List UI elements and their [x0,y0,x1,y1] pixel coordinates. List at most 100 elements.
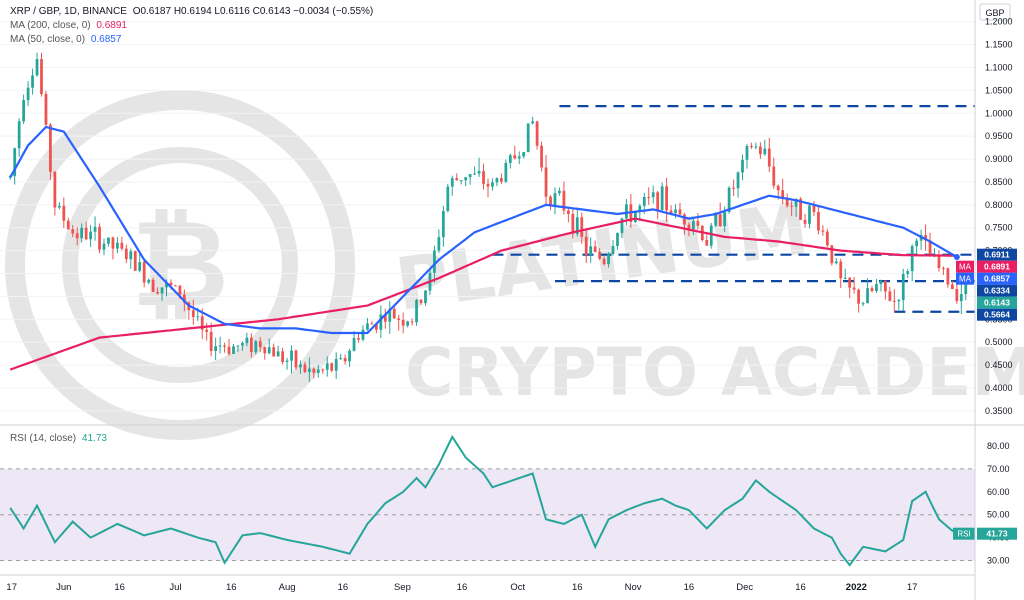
candle-body-120 [544,167,548,197]
candle-body-165 [745,145,749,160]
candle-body-1 [13,148,17,177]
candle-body-103 [468,174,472,178]
candle-body-177 [799,198,802,220]
candle-body-27 [129,251,133,260]
candle-body-45 [209,331,213,352]
ma50-legend-value: 0.6857 [90,34,122,45]
candle-body-131 [593,246,597,252]
candle-body-73 [334,359,338,371]
time-tick-14: 16 [795,582,806,593]
candle-body-122 [553,193,557,207]
candle-body-43 [200,316,204,330]
candle-body-187 [843,277,847,279]
price-tick-17: 0.3500 [985,406,1013,416]
candle-body-55 [254,341,258,353]
currency-badge [979,3,1011,21]
candle-body-197 [888,291,892,301]
price-axis[interactable]: GBP 1.2000 1.1500 1.1000 1.0500 1.0000 0.9500… [956,3,1017,416]
candle-body-184 [830,245,834,264]
candle-body-113 [513,155,517,159]
candle-body-149 [674,209,677,214]
candlesticks [8,52,968,382]
candle-body-59 [272,347,276,357]
ma200-line [9,217,957,371]
price-tick-2: 1.1000 [985,63,1013,73]
candle-body-97 [441,210,445,238]
time-tick-8: 16 [457,582,468,593]
rsi-value-bg [977,527,1017,540]
ma50-legend-label: MA (50, close, 0) [10,34,86,45]
candle-body-91 [415,299,418,323]
candle-body-161 [727,187,731,213]
candle-body-211 [950,284,954,290]
candle-body-141 [638,205,642,212]
candle-body-13 [66,220,70,230]
candle-body-144 [651,192,655,198]
candle-body-170 [767,148,771,167]
candle-body-190 [857,289,860,304]
ma50-legend[interactable]: MA (50, close, 0) 0.6857 [10,34,121,45]
candle-body-98 [446,186,450,211]
price-tick-4: 1.0000 [985,108,1013,118]
candle-body-100 [455,178,459,181]
candle-body-158 [714,214,718,226]
rsi-chip [953,527,975,540]
candle-body-135 [611,245,615,255]
candle-body-147 [665,186,668,211]
candle-body-194 [875,284,878,292]
price-tick-14: 0.5000 [985,337,1013,347]
symbol-legend[interactable]: XRP / GBP, 1D, BINANCE O0.6187 H0.6194 L… [10,6,373,17]
candle-body-35 [165,282,168,288]
candle-body-60 [276,351,280,357]
time-tick-11: Nov [625,582,642,593]
candle-body-23 [111,237,115,249]
price-tick-8: 0.8000 [985,200,1013,210]
candle-body-95 [433,250,436,273]
price-tick-6: 0.9000 [985,154,1013,164]
price-tick-1: 1.1500 [985,40,1013,50]
price-tick-5: 0.9500 [985,131,1013,141]
candle-body-61 [281,351,284,363]
ma200-legend-value: 0.6891 [96,20,127,31]
rsi-legend-value: 41.73 [81,433,107,444]
candle-body-88 [401,319,405,326]
candle-body-67 [308,368,311,373]
candle-body-9 [49,124,52,172]
candle-body-79 [361,329,365,340]
time-tick-1: Jun [56,582,71,593]
candle-body-133 [602,258,606,265]
candle-body-15 [75,233,79,239]
candle-body-33 [156,291,159,294]
price-pane[interactable] [0,21,975,412]
candle-body-63 [290,350,293,361]
time-tick-13: Dec [736,582,753,593]
candle-body-166 [750,145,753,148]
ma-chip-1 [956,260,974,273]
candle-body-107 [486,183,490,187]
candle-body-126 [571,213,575,234]
candle-body-69 [316,369,320,373]
candle-body-16 [80,227,84,239]
candle-body-181 [817,212,820,231]
candle-body-175 [790,205,794,207]
candle-body-36 [169,282,173,286]
candle-body-117 [531,121,535,124]
candle-body-44 [205,329,209,332]
candle-body-109 [495,178,499,183]
ma200-legend[interactable]: MA (200, close, 0) 0.6891 [10,20,127,31]
candle-body-18 [89,231,92,240]
candle-body-19 [93,226,97,232]
candle-body-86 [392,308,396,319]
time-axis[interactable]: 17 Jun 16 Jul 16 Aug 16 Sep 16 Oct 16 Nov 16 Dec 16 202… [6,582,917,593]
candle-body-153 [692,221,695,229]
candle-body-179 [808,205,811,224]
candle-body-178 [803,219,807,224]
rsi-line [9,434,967,567]
candle-body-39 [182,294,186,303]
rsi-legend[interactable]: RSI (14, close) 41.73 [10,433,107,444]
candle-body-156 [705,239,709,246]
candle-body-50 [232,346,235,354]
candle-body-200 [901,273,905,300]
